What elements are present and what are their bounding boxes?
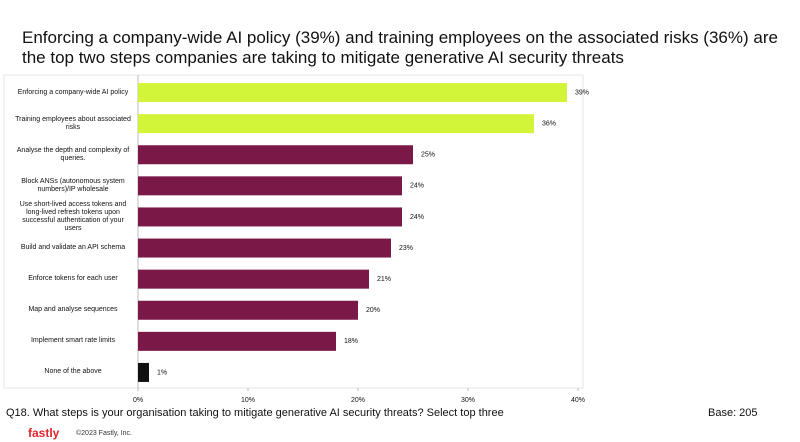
bar bbox=[138, 83, 567, 103]
copyright: ©2023 Fastly, Inc. bbox=[76, 430, 132, 437]
y-tick-label: Enforce tokens for each user bbox=[28, 275, 118, 283]
x-tick-label: 10% bbox=[241, 397, 255, 404]
value-label: 25% bbox=[421, 152, 435, 159]
x-tick-label: 40% bbox=[571, 397, 585, 404]
base-note: Base: 205 bbox=[708, 407, 758, 419]
y-tick-label: None of the above bbox=[44, 368, 102, 376]
bar bbox=[138, 362, 149, 382]
bar bbox=[138, 176, 402, 196]
plot-frame bbox=[3, 74, 584, 389]
y-tick-label: Enforcing a company-wide AI policy bbox=[17, 88, 129, 96]
bar bbox=[138, 331, 336, 351]
y-tick-label: Block ANSs (autonomous system numbers)/I… bbox=[21, 177, 125, 193]
y-tick-label: Implement smart rate limits bbox=[30, 337, 116, 345]
x-tick-label: 30% bbox=[461, 397, 475, 404]
value-label: 39% bbox=[575, 89, 589, 96]
x-tick-label: 0% bbox=[133, 397, 143, 404]
value-label: 21% bbox=[377, 276, 391, 283]
value-label: 24% bbox=[410, 183, 424, 190]
value-label: 36% bbox=[542, 120, 556, 127]
value-label: 1% bbox=[157, 369, 167, 376]
bar bbox=[138, 145, 413, 165]
bar bbox=[138, 114, 534, 134]
value-label: 23% bbox=[399, 245, 413, 252]
value-label: 20% bbox=[366, 307, 380, 314]
y-tick-label: Map and analyse sequences bbox=[28, 306, 118, 314]
bar bbox=[138, 238, 391, 258]
y-tick-label: Analyse the depth and complexity of quer… bbox=[16, 146, 130, 162]
chart-title: Enforcing a company-wide AI policy (39%)… bbox=[22, 28, 778, 67]
y-tick-label: Build and validate an API schema bbox=[20, 244, 126, 252]
value-label: 18% bbox=[344, 338, 358, 345]
logo: fastly bbox=[28, 426, 60, 440]
question-note: Q18. What steps is your organisation tak… bbox=[6, 407, 504, 419]
bar bbox=[138, 269, 369, 289]
y-tick-label: Training employees about associated risk… bbox=[15, 115, 131, 131]
bar bbox=[138, 300, 358, 320]
value-label: 24% bbox=[410, 214, 424, 221]
y-tick-label: Use short-lived access tokens and long-l… bbox=[19, 200, 127, 232]
x-tick-label: 20% bbox=[351, 397, 365, 404]
bar bbox=[138, 207, 402, 227]
